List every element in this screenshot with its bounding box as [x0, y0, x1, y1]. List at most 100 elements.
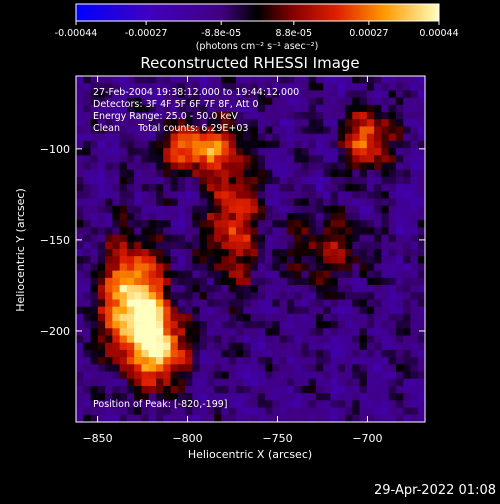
heatmap-cell: [155, 241, 164, 250]
heatmap-cell: [366, 126, 375, 135]
heatmap-cell: [228, 277, 237, 286]
heatmap-cell: [417, 342, 425, 351]
heatmap-cell: [359, 292, 368, 301]
heatmap-cell: [105, 306, 113, 315]
heatmap-cell: [141, 321, 150, 329]
heatmap-cell: [163, 357, 172, 365]
heatmap-cell: [105, 349, 113, 358]
heatmap-cell: [257, 155, 266, 164]
heatmap-cell: [272, 306, 281, 315]
heatmap-cell: [257, 407, 266, 416]
heatmap-cell: [395, 191, 404, 200]
heatmap-cell: [352, 328, 361, 337]
heatmap-cell: [192, 241, 201, 250]
heatmap-cell: [97, 227, 106, 236]
heatmap-cell: [294, 292, 302, 301]
heatmap-cell: [221, 234, 230, 243]
heatmap-cell: [337, 234, 346, 243]
heatmap-cell: [76, 299, 84, 308]
heatmap-cell: [185, 277, 193, 286]
heatmap-cell: [286, 140, 295, 149]
heatmap-cell: [170, 385, 179, 394]
heatmap-cell: [141, 407, 150, 416]
heatmap-cell: [206, 176, 215, 185]
heatmap-cell: [141, 126, 150, 135]
heatmap-cell: [388, 400, 397, 409]
heatmap-cell: [148, 313, 157, 322]
heatmap-cell: [97, 104, 106, 113]
heatmap-cell: [221, 133, 230, 142]
heatmap-cell: [243, 385, 252, 394]
heatmap-cell: [265, 249, 273, 257]
heatmap-cell: [126, 414, 135, 422]
heatmap-cell: [97, 220, 106, 228]
heatmap-cell: [90, 378, 99, 387]
heatmap-cell: [243, 155, 252, 164]
heatmap-cell: [286, 76, 295, 84]
heatmap-cell: [243, 97, 252, 106]
heatmap-cell: [83, 184, 92, 192]
heatmap-cell: [323, 227, 332, 236]
heatmap-cell: [381, 155, 390, 164]
heatmap-cell: [221, 371, 230, 380]
heatmap-cell: [352, 191, 361, 200]
heatmap-cell: [83, 385, 92, 394]
heatmap-cell: [381, 97, 390, 106]
heatmap-cell: [228, 227, 237, 236]
heatmap-cell: [301, 133, 310, 142]
heatmap-cell: [126, 191, 135, 200]
heatmap-cell: [265, 169, 273, 178]
heatmap-cell: [301, 119, 310, 128]
heatmap-cell: [417, 270, 425, 279]
heatmap-cell: [337, 277, 346, 286]
heatmap-cell: [250, 212, 259, 221]
heatmap-cell: [337, 220, 346, 228]
heatmap-cell: [374, 277, 382, 286]
heatmap-cell: [105, 155, 113, 164]
heatmap-cell: [90, 299, 99, 308]
heatmap-cell: [177, 234, 186, 243]
heatmap-cell: [185, 184, 193, 192]
heatmap-cell: [163, 292, 172, 301]
heatmap-cell: [170, 198, 179, 207]
heatmap-cell: [97, 256, 106, 265]
heatmap-cell: [272, 169, 281, 178]
heatmap-cell: [403, 234, 412, 243]
heatmap-cell: [294, 393, 302, 401]
heatmap-cell: [105, 292, 113, 301]
heatmap-cell: [170, 184, 179, 192]
heatmap-cell: [214, 249, 223, 257]
heatmap-cell: [366, 400, 375, 409]
heatmap-cell: [134, 328, 143, 337]
heatmap-cell: [112, 393, 121, 401]
heatmap-cell: [345, 176, 353, 185]
info-annotations: 27-Feb-2004 19:38:12.000 to 19:44:12.000…: [93, 87, 299, 134]
heatmap-cell: [214, 400, 223, 409]
heatmap-cell: [308, 83, 317, 92]
heatmap-cell: [301, 263, 310, 272]
heatmap-cell: [279, 104, 288, 113]
heatmap-cell: [374, 155, 382, 164]
heatmap-cell: [243, 205, 252, 214]
heatmap-cell: [235, 371, 244, 380]
heatmap-cell: [228, 256, 237, 265]
heatmap-cell: [206, 227, 215, 236]
heatmap-cell: [330, 205, 339, 214]
heatmap-cell: [221, 140, 230, 149]
heatmap-cell: [417, 378, 425, 387]
heatmap-cell: [250, 400, 259, 409]
heatmap-cell: [214, 385, 223, 394]
heatmap-cell: [257, 335, 266, 344]
heatmap-cell: [257, 119, 266, 128]
heatmap-cell: [374, 205, 382, 214]
heatmap-cell: [155, 148, 164, 156]
heatmap-cell: [185, 299, 193, 308]
heatmap-cell: [235, 241, 244, 250]
heatmap-cell: [323, 292, 332, 301]
heatmap-cell: [199, 227, 208, 236]
heatmap-cell: [163, 414, 172, 422]
heatmap-cell: [105, 140, 113, 149]
heatmap-cell: [330, 263, 339, 272]
heatmap-cell: [199, 285, 208, 293]
heatmap-cell: [163, 191, 172, 200]
